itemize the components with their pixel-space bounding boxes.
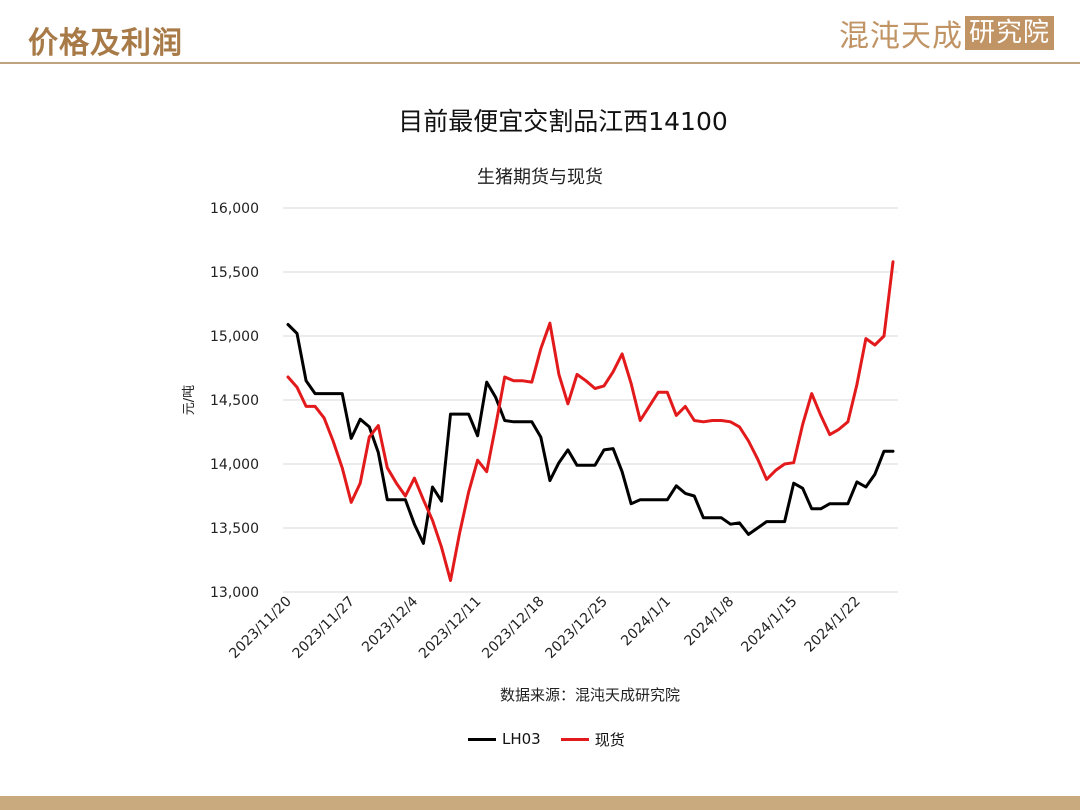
y-tick-label: 13,000 (210, 585, 259, 601)
x-tick-label: 2023/12/4 (359, 593, 421, 655)
legend-swatch-lh03 (468, 737, 496, 741)
y-tick-label: 13,500 (210, 521, 259, 537)
y-tick-label: 14,000 (210, 457, 259, 473)
chart-legend: LH03 现货 (468, 728, 645, 750)
footer-bar (0, 796, 1080, 810)
legend-label-lh03: LH03 (502, 730, 541, 748)
y-axis-label: 元/吨 (182, 385, 197, 415)
legend-label-spot: 现货 (594, 730, 625, 749)
brand-logo: 混沌天成 研究院 (838, 14, 1054, 54)
page-heading: 价格及利润 (28, 26, 183, 61)
x-tick-label: 2023/12/18 (479, 594, 547, 662)
legend-item-spot: 现货 (560, 729, 625, 750)
x-tick-label: 2024/1/22 (802, 594, 864, 656)
page-header: 价格及利润 混沌天成 研究院 (0, 0, 1080, 62)
x-tick-label: 2023/12/11 (416, 594, 484, 662)
brand-logo-box: 研究院 (964, 16, 1054, 50)
legend-swatch-spot (560, 737, 589, 741)
header-divider (0, 62, 1080, 64)
y-tick-label: 15,500 (210, 265, 259, 281)
brand-logo-main: 混沌天成 (838, 19, 963, 54)
x-tick-label: 2024/1/15 (738, 594, 800, 656)
x-tick-label: 2024/1/8 (682, 594, 738, 650)
y-tick-label: 14,500 (210, 393, 259, 409)
x-tick-label: 2023/11/27 (290, 594, 358, 662)
chart-title: 生猪期货与现货 (477, 167, 603, 188)
y-tick-label: 15,000 (210, 329, 259, 345)
series-line-spot (286, 260, 895, 582)
source-note: 数据来源：混沌天成研究院 (499, 686, 680, 704)
main-title: 目前最便宜交割品江西14100 (398, 107, 728, 136)
x-tick-label: 2023/12/25 (542, 594, 610, 662)
legend-item-lh03: LH03 (468, 730, 541, 748)
x-tick-label: 2023/11/20 (226, 594, 294, 662)
x-tick-label: 2024/1/1 (618, 594, 674, 650)
y-tick-label: 16,000 (210, 201, 259, 217)
series-line-lh03 (286, 323, 895, 545)
